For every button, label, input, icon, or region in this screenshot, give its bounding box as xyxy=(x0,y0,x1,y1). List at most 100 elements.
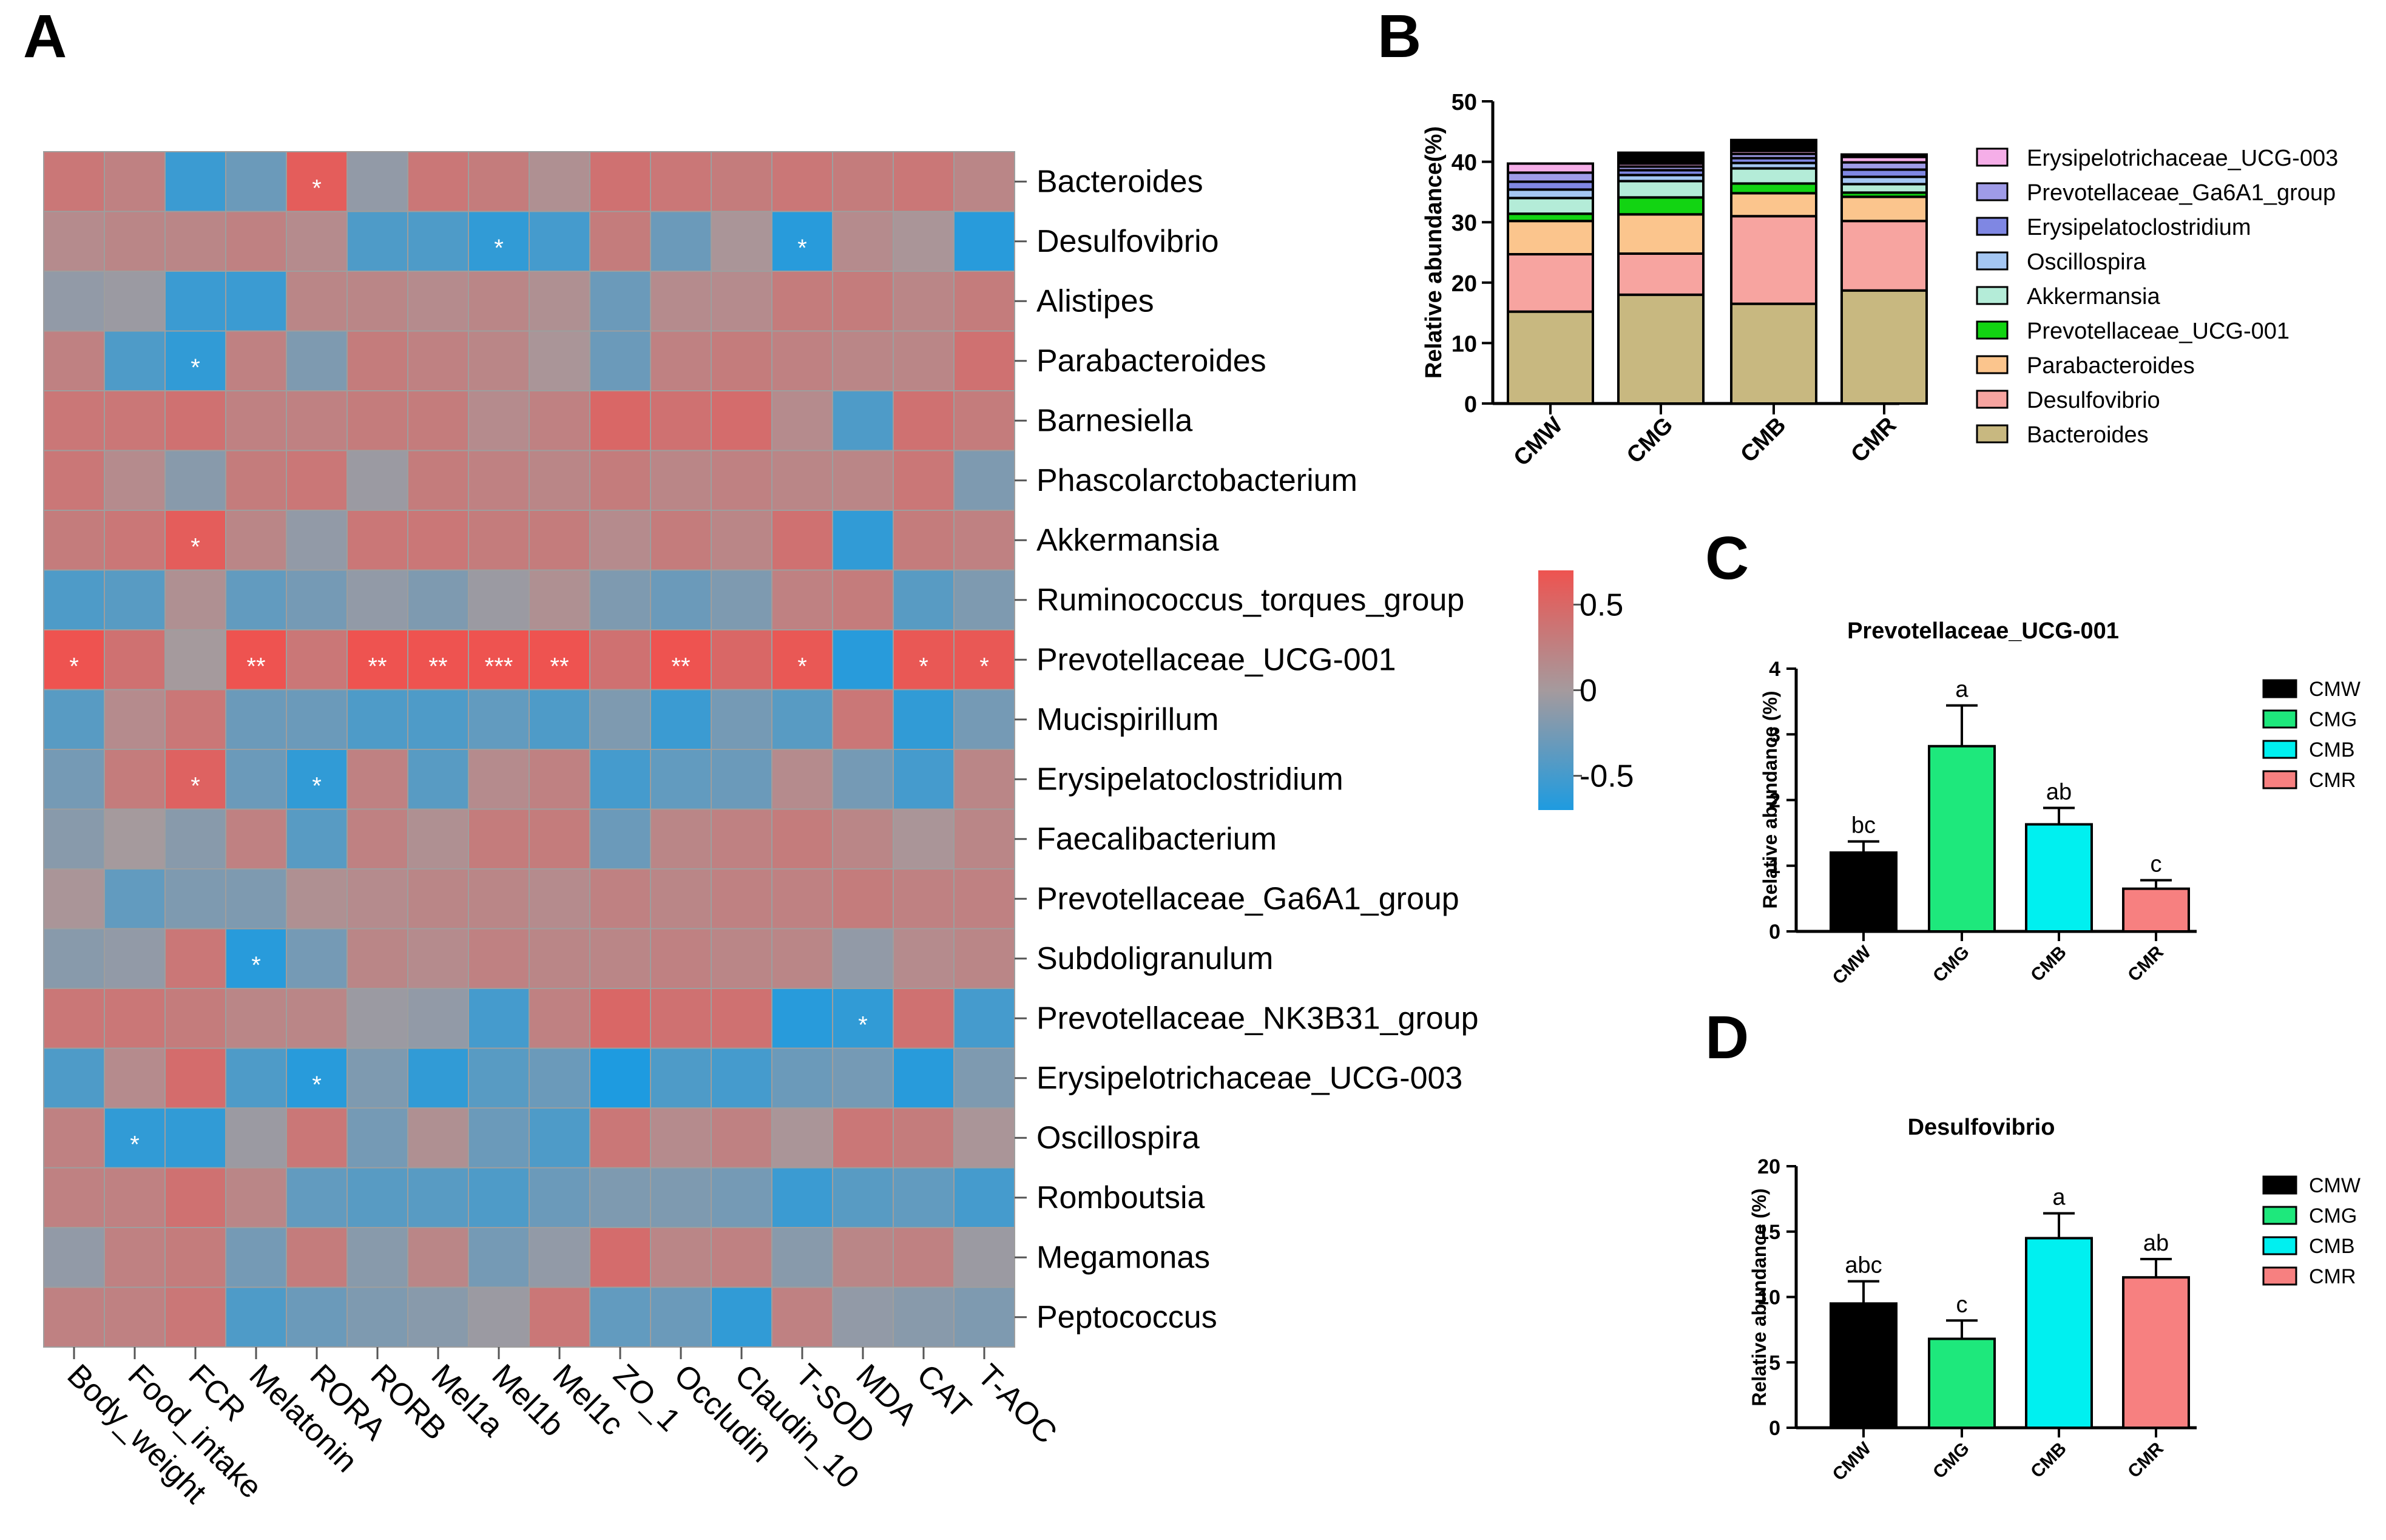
heatmap-cell xyxy=(164,330,226,391)
legend-label: Parabacteroides xyxy=(2027,353,2195,379)
heatmap-cell xyxy=(711,1286,772,1348)
heatmap-cell xyxy=(529,988,590,1049)
heatmap-cell xyxy=(164,808,226,870)
row-label: Phascolarctobacterium xyxy=(1036,463,1357,498)
significance-mark: * xyxy=(69,653,79,680)
heatmap-cell xyxy=(164,569,226,630)
heatmap-cell xyxy=(529,271,590,332)
row-label: Barnesiella xyxy=(1036,403,1192,438)
y-tick-label: 50 xyxy=(1452,90,1477,115)
heatmap-cell xyxy=(346,988,408,1049)
legend-swatch xyxy=(1976,147,2009,167)
significance-mark: * xyxy=(191,354,200,381)
heatmap-cell xyxy=(589,151,651,212)
significance-letter: a xyxy=(2052,1185,2066,1211)
heatmap-cell xyxy=(589,569,651,630)
heatmap-cell xyxy=(104,928,166,989)
heatmap-cell xyxy=(529,1047,590,1109)
heatmap-cell xyxy=(225,151,287,212)
heatmap-cell xyxy=(589,689,651,750)
heatmap-cell xyxy=(407,569,469,630)
stacked-segment-bacteroides xyxy=(1617,293,1705,405)
significance-mark: ** xyxy=(671,653,690,680)
heatmap-cell xyxy=(893,450,955,511)
stacked-segment-oscillospira xyxy=(1507,188,1594,200)
x-tick-label: CMG xyxy=(1622,413,1678,468)
row-label: Peptococcus xyxy=(1036,1300,1217,1335)
heatmap-cell xyxy=(164,1286,226,1348)
colorbar: 0.5 0 -0.5 xyxy=(1538,570,1634,810)
row-label: Romboutsia xyxy=(1036,1180,1205,1215)
heatmap-cell xyxy=(589,1167,651,1228)
heatmap-cell xyxy=(346,151,408,212)
stacked-segment-other xyxy=(1840,153,1928,158)
significance-mark: * xyxy=(494,235,504,262)
heatmap-cell xyxy=(711,330,772,391)
heatmap-cell xyxy=(286,629,348,691)
heatmap-cell xyxy=(468,1047,530,1109)
x-tick-label: CMB xyxy=(1735,413,1791,468)
heatmap-cell xyxy=(832,808,894,870)
significance-mark: * xyxy=(191,772,200,799)
heatmap-cell xyxy=(43,749,105,810)
heatmap-cell xyxy=(286,330,348,391)
heatmap-cell xyxy=(893,1047,955,1109)
legend-label: CMR xyxy=(2309,769,2356,792)
significance-letter: c xyxy=(1956,1292,1968,1317)
heatmap-cell xyxy=(43,390,105,451)
heatmap-cell xyxy=(164,1227,226,1288)
heatmap-cell xyxy=(893,928,955,989)
significance-mark: * xyxy=(312,175,322,201)
heatmap-cell xyxy=(771,271,833,332)
heatmap-cell xyxy=(225,749,287,810)
heatmap-cell xyxy=(711,868,772,930)
heatmap-cell xyxy=(407,390,469,451)
heatmap-cell xyxy=(953,569,1015,630)
heatmap-cell xyxy=(771,151,833,212)
column-label: T-AOC xyxy=(971,1357,1064,1450)
heatmap-cell xyxy=(468,1107,530,1169)
heatmap-cell xyxy=(953,689,1015,750)
heatmap-cell xyxy=(104,569,166,630)
row-label: Akkermansia xyxy=(1036,522,1219,558)
significance-mark: ** xyxy=(246,653,265,680)
legend-swatch xyxy=(2262,1266,2297,1286)
heatmap-cell xyxy=(953,1286,1015,1348)
heatmap-cell xyxy=(407,749,469,810)
heatmap-cell xyxy=(286,211,348,272)
legend-label: Erysipelotrichaceae_UCG-003 xyxy=(2027,146,2338,171)
heatmap-cell xyxy=(164,271,226,332)
heatmap-cell xyxy=(650,1167,712,1228)
heatmap-cell xyxy=(650,928,712,989)
heatmap-cell xyxy=(771,211,833,272)
heatmap-cell xyxy=(650,1227,712,1288)
bar-cmr xyxy=(2122,1276,2190,1430)
heatmap-cell xyxy=(832,689,894,750)
heatmap-cell xyxy=(407,330,469,391)
bar-cmw xyxy=(1830,1302,1898,1429)
panel-label-b: B xyxy=(1377,2,1422,70)
heatmap-cell xyxy=(225,569,287,630)
heatmap-cell xyxy=(346,510,408,571)
y-tick-label: 1 xyxy=(1769,855,1780,878)
heatmap-cell xyxy=(711,988,772,1049)
heatmap-cell xyxy=(407,151,469,212)
heatmap-cell xyxy=(43,1286,105,1348)
significance-mark: * xyxy=(919,653,928,680)
heatmap-cell xyxy=(346,390,408,451)
heatmap-cell xyxy=(43,1107,105,1169)
stacked-segment-akkermansia xyxy=(1617,180,1705,199)
heatmap-cell xyxy=(164,211,226,272)
heatmap-cell xyxy=(953,390,1015,451)
heatmap-cell xyxy=(893,808,955,870)
heatmap-cell xyxy=(346,1227,408,1288)
heatmap-cell xyxy=(650,1286,712,1348)
row-label: Megamonas xyxy=(1036,1240,1210,1275)
heatmap-cell xyxy=(589,450,651,511)
stacked-segment-erysipelotrichaceae-ucg-003 xyxy=(1507,162,1594,174)
significance-mark: * xyxy=(858,1011,868,1038)
heatmap-cell xyxy=(771,749,833,810)
heatmap-cell xyxy=(468,928,530,989)
